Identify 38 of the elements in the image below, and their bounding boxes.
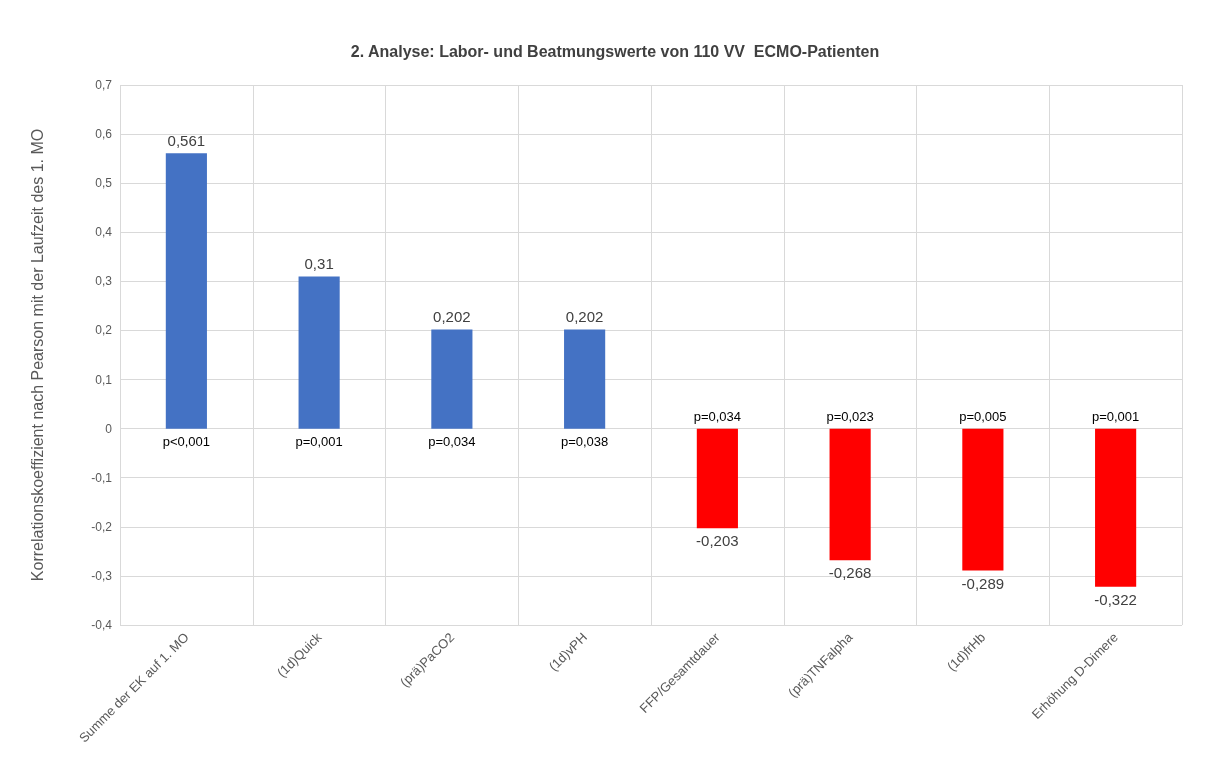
data-label: -0,289 [961, 574, 1005, 592]
annotation: p<0,001 [162, 433, 211, 449]
annotation: p=0,023 [826, 408, 874, 424]
y-tick-label: -0,3 [91, 568, 113, 583]
data-label: 0,561 [167, 132, 206, 150]
bar [696, 428, 738, 529]
y-tick-label: 0,6 [95, 127, 113, 142]
bar [962, 428, 1004, 571]
bar [829, 428, 871, 561]
bar [564, 329, 606, 429]
data-label: -0,268 [828, 564, 872, 582]
bar [1095, 428, 1137, 587]
data-label: -0,203 [696, 532, 739, 550]
annotation: p=0,001 [295, 433, 343, 449]
data-label: 0,202 [433, 308, 471, 326]
annotation: p=0,001 [1091, 408, 1140, 424]
y-tick-label: 0,5 [95, 176, 113, 191]
bar [165, 153, 207, 429]
y-tick-label: -0,2 [91, 519, 113, 534]
y-tick-label: 0,2 [95, 323, 113, 338]
y-tick-label: 0,4 [95, 225, 113, 240]
annotation: p=0,034 [428, 433, 476, 449]
annotation: p=0,034 [693, 408, 742, 424]
data-label: -0,322 [1094, 590, 1137, 608]
y-tick-label: 0,3 [95, 274, 113, 289]
bar [298, 276, 340, 429]
bar [431, 329, 473, 429]
chart-title: 2. Analyse: Labor- und Beatmungswerte von 110 VV ECMO-Patienten [350, 42, 880, 60]
y-tick-label: 0,1 [95, 372, 113, 387]
data-label: 0,202 [565, 308, 604, 326]
y-tick-label: -0,1 [91, 470, 113, 485]
y-tick-label: -0,4 [91, 618, 113, 632]
data-label: 0,31 [304, 255, 334, 273]
annotation: p=0,038 [560, 433, 609, 449]
y-axis-title: Korrelationskoeffizient nach Pearson mit der Laufzeit des 1. MO [28, 128, 46, 582]
y-tick-label: 0,7 [95, 78, 113, 92]
y-tick-label: 0 [105, 421, 113, 436]
annotation: p=0,005 [959, 408, 1007, 424]
